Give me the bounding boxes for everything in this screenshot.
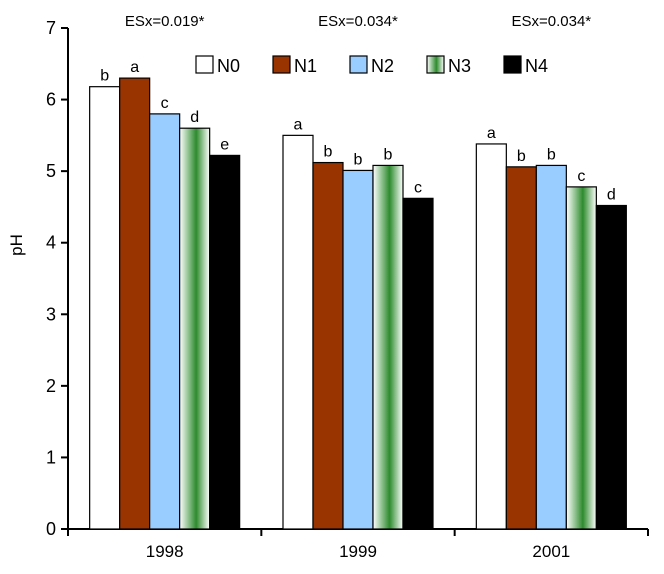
- bar-N4-2001: [595, 204, 627, 530]
- bar-letter-label: b: [384, 146, 393, 163]
- bar-N0-1998: [89, 86, 121, 530]
- legend-swatch-N4: [503, 55, 522, 74]
- bar-N2-1999: [342, 169, 374, 530]
- bar-N2-2001: [535, 164, 567, 530]
- bar-letter-label: b: [354, 151, 363, 168]
- legend-swatch-N1: [272, 55, 291, 74]
- legend: N0 N1 N2 N3 N4: [195, 55, 548, 76]
- bar-letter-label: b: [100, 68, 109, 85]
- x-tick-label: 1999: [339, 542, 377, 561]
- bar-letter-label: e: [220, 136, 229, 153]
- legend-label: N1: [294, 56, 317, 76]
- bar-N2-1998: [149, 113, 181, 530]
- significance-label: ESx=0.034*: [318, 13, 398, 30]
- bar-N3-2001: [565, 186, 597, 530]
- y-tick-label: 6: [46, 90, 56, 110]
- y-tick-label: 2: [46, 376, 56, 396]
- bar-letter-label: c: [414, 179, 422, 196]
- bar-letter-label: a: [487, 125, 496, 142]
- y-tick-label: 1: [46, 447, 56, 467]
- bar-letter-label: a: [294, 116, 303, 133]
- plot-area: 0 1 2 3 4 5 6 7 1998 ESx=0.019* b a c d e 1999 ESx=0.034…: [46, 13, 649, 561]
- x-tick-label: 1998: [146, 542, 184, 561]
- legend-label: N2: [371, 56, 394, 76]
- bar-N4-1999: [402, 197, 434, 530]
- y-axis-label: pH: [7, 234, 26, 256]
- legend-swatch-N2: [349, 55, 368, 74]
- y-tick-label: 0: [46, 519, 56, 539]
- y-tick-label: 5: [46, 161, 56, 181]
- legend-label: N0: [217, 56, 240, 76]
- bar-N1-1998: [119, 77, 151, 530]
- y-tick-label: 4: [46, 233, 56, 253]
- y-tick-label: 3: [46, 304, 56, 324]
- x-tick-label: 2001: [532, 542, 570, 561]
- bar-N1-2001: [505, 166, 537, 530]
- bar-N0-2001: [475, 143, 507, 530]
- bar-letter-label: d: [607, 186, 616, 203]
- legend-swatch-N3: [426, 55, 445, 74]
- bar-letter-label: c: [161, 95, 169, 112]
- bar-letter-label: b: [324, 144, 333, 161]
- bar-letter-label: b: [547, 146, 556, 163]
- y-tick-label: 7: [46, 18, 56, 38]
- bar-N3-1999: [372, 164, 404, 530]
- bar-N4-1998: [209, 154, 241, 530]
- bar-letter-label: d: [190, 109, 199, 126]
- legend-swatch-N0: [195, 55, 214, 74]
- bar-letter-label: a: [130, 59, 139, 76]
- bar-letter-label: c: [577, 168, 585, 185]
- bar-N3-1998: [179, 127, 211, 530]
- bar-N1-1999: [312, 161, 344, 530]
- bar-N0-1999: [282, 134, 314, 530]
- significance-label: ESx=0.034*: [512, 13, 592, 30]
- legend-label: N3: [448, 56, 471, 76]
- significance-label: ESx=0.019*: [125, 13, 205, 30]
- legend-label: N4: [525, 56, 548, 76]
- bar-letter-label: b: [517, 148, 526, 165]
